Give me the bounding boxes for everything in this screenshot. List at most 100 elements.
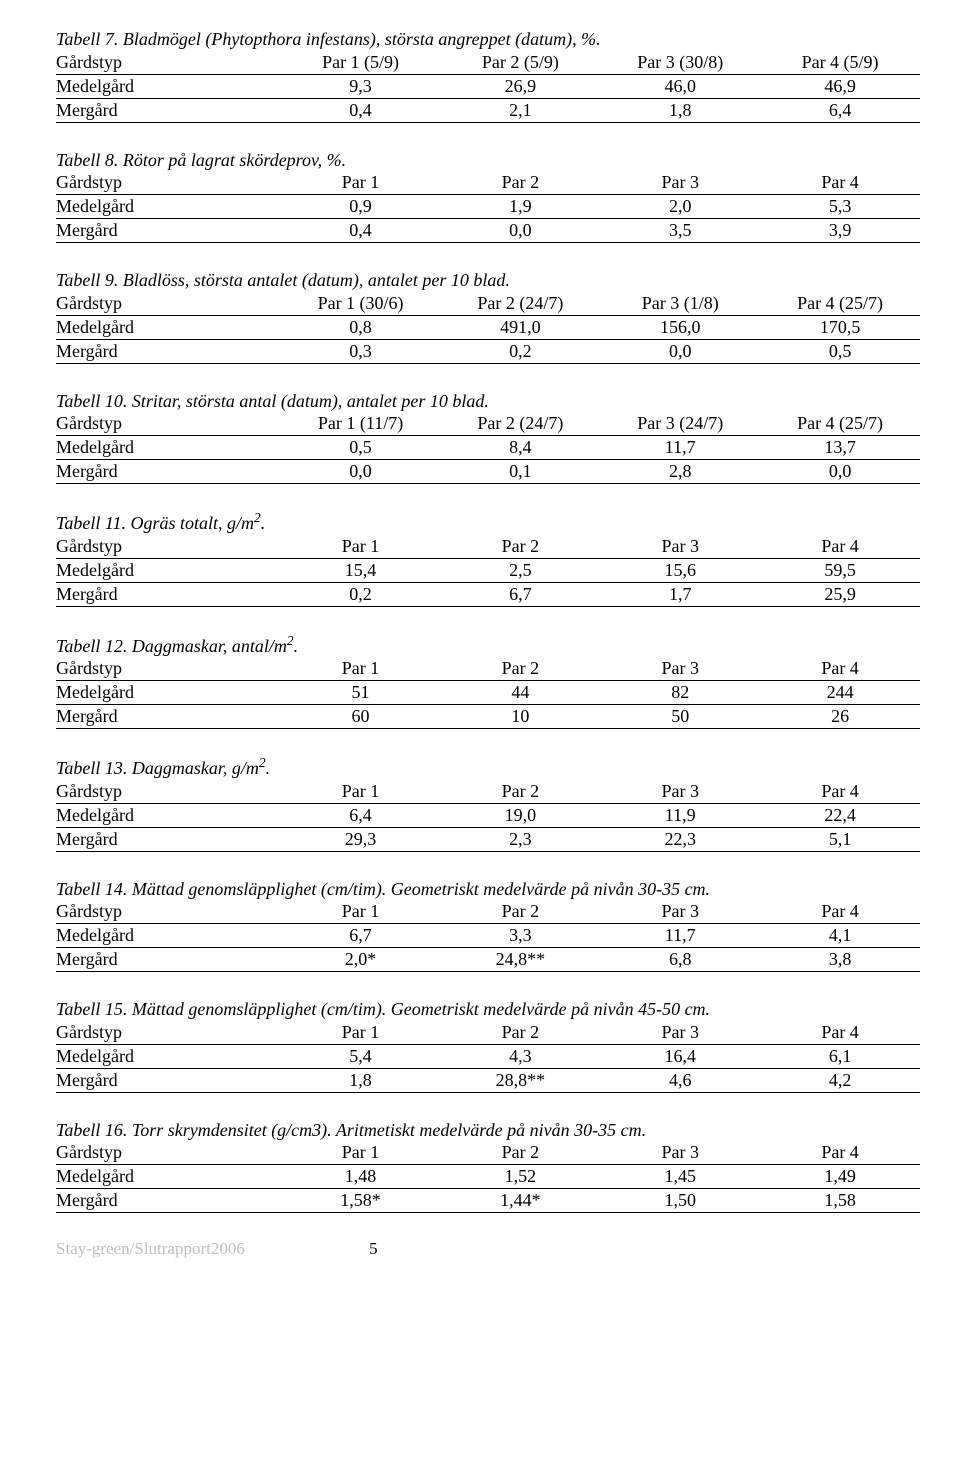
- table-header-cell: Par 1: [281, 780, 441, 804]
- table-header-cell: Par 2: [440, 171, 600, 195]
- table-row: Medelgård6,73,311,74,1: [56, 924, 920, 948]
- table-row: Medelgård514482244: [56, 681, 920, 705]
- table-cell: 9,3: [281, 74, 441, 98]
- table-caption: Tabell 10. Stritar, största antal (datum…: [56, 390, 920, 413]
- table-row: Medelgård9,326,946,046,9: [56, 74, 920, 98]
- table-cell: 4,2: [760, 1068, 920, 1092]
- table-caption: Tabell 13. Daggmaskar, g/m2.: [56, 755, 920, 780]
- table-cell: 1,44*: [440, 1189, 600, 1213]
- table-cell: 0,5: [760, 339, 920, 363]
- table-header-cell: Par 1: [281, 657, 441, 681]
- table-block: Tabell 9. Bladlöss, största antalet (dat…: [56, 269, 920, 364]
- table-header-cell: Par 3 (30/8): [600, 51, 760, 75]
- table-cell: Mergård: [56, 705, 281, 729]
- table-row: Mergård0,30,20,00,5: [56, 339, 920, 363]
- page-footer: Stay-green/Slutrapport2006 5: [56, 1239, 920, 1259]
- table-cell: 1,7: [600, 582, 760, 606]
- table-cell: 46,0: [600, 74, 760, 98]
- table-cell: 1,45: [600, 1165, 760, 1189]
- table-cell: 1,52: [440, 1165, 600, 1189]
- table-header-cell: Par 2 (24/7): [440, 412, 600, 436]
- table-header-cell: Par 1 (11/7): [281, 412, 441, 436]
- table-row: Medelgård5,44,316,46,1: [56, 1044, 920, 1068]
- table-header-cell: Par 1: [281, 1141, 441, 1165]
- table-cell: 25,9: [760, 582, 920, 606]
- table-header-cell: Gårdstyp: [56, 535, 281, 559]
- table-row: Mergård60105026: [56, 705, 920, 729]
- table-header-cell: Par 4: [760, 535, 920, 559]
- table-cell: Medelgård: [56, 195, 281, 219]
- table-cell: 0,0: [440, 219, 600, 243]
- table-cell: 11,7: [600, 436, 760, 460]
- table-header-cell: Par 4: [760, 1021, 920, 1045]
- table-header-cell: Gårdstyp: [56, 171, 281, 195]
- table-row: Mergård0,42,11,86,4: [56, 98, 920, 122]
- table-header-cell: Par 4 (25/7): [760, 292, 920, 316]
- table-cell: 1,9: [440, 195, 600, 219]
- table-block: Tabell 13. Daggmaskar, g/m2.GårdstypPar …: [56, 755, 920, 852]
- table-header-cell: Gårdstyp: [56, 292, 281, 316]
- table-block: Tabell 15. Mättad genomsläpplighet (cm/t…: [56, 998, 920, 1093]
- table-cell: 0,5: [281, 436, 441, 460]
- table-caption: Tabell 16. Torr skrymdensitet (g/cm3). A…: [56, 1119, 920, 1142]
- table-header-cell: Par 2: [440, 900, 600, 924]
- table-cell: 2,1: [440, 98, 600, 122]
- table-cell: 0,9: [281, 195, 441, 219]
- table-cell: 6,7: [281, 924, 441, 948]
- data-table: GårdstypPar 1Par 2Par 3Par 4Medelgård6,4…: [56, 780, 920, 852]
- table-cell: 491,0: [440, 315, 600, 339]
- table-header-cell: Par 1: [281, 900, 441, 924]
- table-cell: 2,5: [440, 558, 600, 582]
- table-cell: 2,3: [440, 827, 600, 851]
- table-caption: Tabell 11. Ogräs totalt, g/m2.: [56, 510, 920, 535]
- table-cell: Medelgård: [56, 74, 281, 98]
- footer-page-number: 5: [369, 1239, 378, 1259]
- table-header-cell: Par 1: [281, 1021, 441, 1045]
- table-cell: 13,7: [760, 436, 920, 460]
- table-cell: 22,4: [760, 803, 920, 827]
- table-cell: 46,9: [760, 74, 920, 98]
- table-cell: 1,48: [281, 1165, 441, 1189]
- data-table: GårdstypPar 1Par 2Par 3Par 4Medelgård5,4…: [56, 1021, 920, 1093]
- table-cell: Mergård: [56, 98, 281, 122]
- table-cell: 26: [760, 705, 920, 729]
- table-block: Tabell 7. Bladmögel (Phytopthora infesta…: [56, 28, 920, 123]
- table-cell: 5,4: [281, 1044, 441, 1068]
- table-cell: 1,50: [600, 1189, 760, 1213]
- table-cell: Mergård: [56, 1189, 281, 1213]
- table-header-cell: Gårdstyp: [56, 657, 281, 681]
- table-block: Tabell 14. Mättad genomsläpplighet (cm/t…: [56, 878, 920, 973]
- table-header-cell: Gårdstyp: [56, 780, 281, 804]
- table-header-cell: Par 3: [600, 171, 760, 195]
- table-cell: 1,49: [760, 1165, 920, 1189]
- data-table: GårdstypPar 1 (5/9)Par 2 (5/9)Par 3 (30/…: [56, 51, 920, 123]
- table-cell: 29,3: [281, 827, 441, 851]
- table-cell: 3,5: [600, 219, 760, 243]
- table-cell: Medelgård: [56, 315, 281, 339]
- table-cell: 5,3: [760, 195, 920, 219]
- table-cell: Mergård: [56, 948, 281, 972]
- table-cell: 1,58: [760, 1189, 920, 1213]
- table-header-cell: Par 1 (5/9): [281, 51, 441, 75]
- table-header-cell: Par 3: [600, 1141, 760, 1165]
- table-cell: 51: [281, 681, 441, 705]
- table-row: Medelgård0,8491,0156,0170,5: [56, 315, 920, 339]
- table-header-cell: Par 4 (25/7): [760, 412, 920, 436]
- table-row: Mergård0,40,03,53,9: [56, 219, 920, 243]
- table-row: Medelgård6,419,011,922,4: [56, 803, 920, 827]
- table-cell: Mergård: [56, 460, 281, 484]
- table-cell: 6,4: [760, 98, 920, 122]
- table-header-cell: Par 1 (30/6): [281, 292, 441, 316]
- table-cell: 82: [600, 681, 760, 705]
- table-block: Tabell 10. Stritar, största antal (datum…: [56, 390, 920, 485]
- table-header-cell: Par 3: [600, 900, 760, 924]
- table-row: Mergård29,32,322,35,1: [56, 827, 920, 851]
- table-cell: 0,2: [440, 339, 600, 363]
- table-caption: Tabell 14. Mättad genomsläpplighet (cm/t…: [56, 878, 920, 901]
- table-cell: 0,3: [281, 339, 441, 363]
- table-cell: 15,6: [600, 558, 760, 582]
- table-cell: 22,3: [600, 827, 760, 851]
- table-caption: Tabell 8. Rötor på lagrat skördeprov, %.: [56, 149, 920, 172]
- table-caption: Tabell 12. Daggmaskar, antal/m2.: [56, 633, 920, 658]
- table-header-cell: Gårdstyp: [56, 900, 281, 924]
